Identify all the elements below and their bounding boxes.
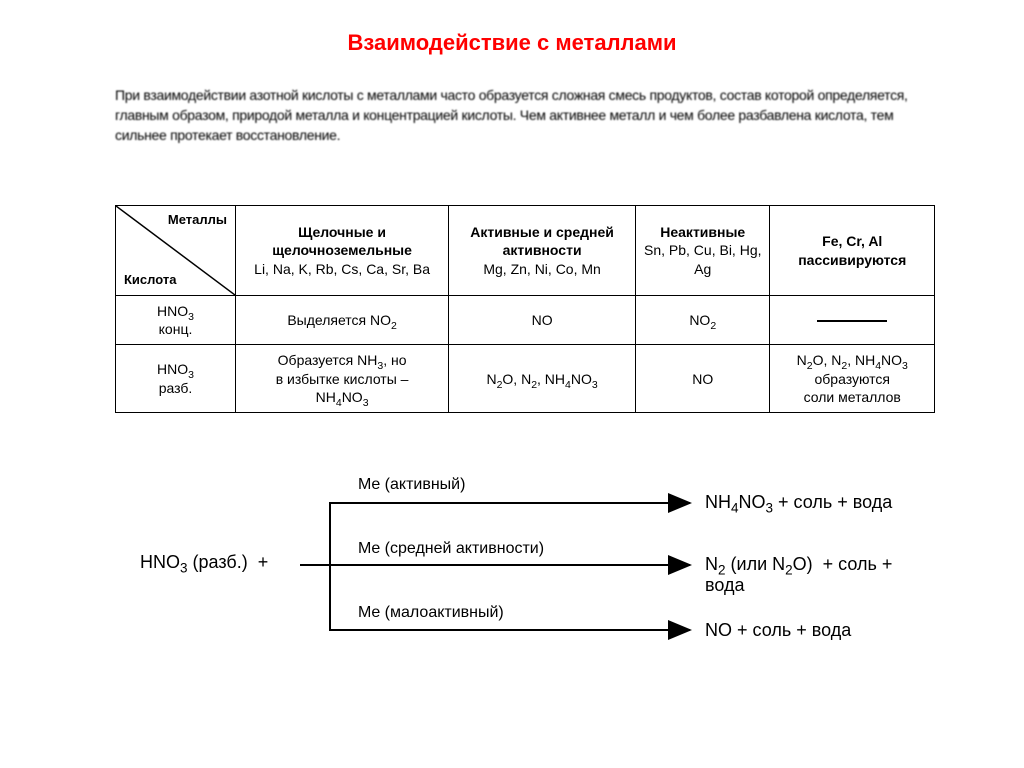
branch-product: N2 (или N2O) + соль + вода [705,554,910,596]
col-header: Щелочные и щелочноземельныеLi, Na, K, Rb… [236,206,449,296]
table-row: HNO3конц. Выделяется NO2 NO NO2 [116,296,935,345]
cell: NO [636,345,770,413]
diag-header: Металлы Кислота [116,206,236,296]
branch-label: Me (средней активности) [358,540,544,558]
acid-cell: HNO3конц. [116,296,236,345]
intro-paragraph: При взаимодействии азотной кислоты с мет… [115,85,935,180]
scheme-reagent: HNO3 (разб.) + [140,552,268,573]
diag-bot-label: Кислота [124,272,176,289]
col-header: Активные и средней активностиMg, Zn, Ni,… [449,206,636,296]
cell: N2O, N2, NH4NO3 [449,345,636,413]
table-row: HNO3разб. Образуется NH3, нов избытке ки… [116,345,935,413]
cell: NO [449,296,636,345]
cell: Выделяется NO2 [236,296,449,345]
branch-product: NO + соль + вода [705,620,851,641]
table-header-row: Металлы Кислота Щелочные и щелочноземель… [116,206,935,296]
scheme-arrows [290,470,710,670]
page-title: Взаимодействие с металлами [0,30,1024,56]
cell [770,296,935,345]
col-header: НеактивныеSn, Pb, Cu, Bi, Hg, Ag [636,206,770,296]
cell: NO2 [636,296,770,345]
cell: N2O, N2, NH4NO3образуютсясоли металлов [770,345,935,413]
col-header: Fe, Cr, Al пассивируются [770,206,935,296]
reactions-table: Металлы Кислота Щелочные и щелочноземель… [115,205,935,413]
diag-top-label: Металлы [168,212,227,229]
branch-product: NH4NO3 + соль + вода [705,492,892,513]
branch-label: Me (малоактивный) [358,604,504,622]
reaction-scheme: HNO3 (разб.) + Me (активный) Me (средней… [130,470,910,670]
cell: Образуется NH3, нов избытке кислоты –NH4… [236,345,449,413]
acid-cell: HNO3разб. [116,345,236,413]
branch-label: Me (активный) [358,476,465,494]
